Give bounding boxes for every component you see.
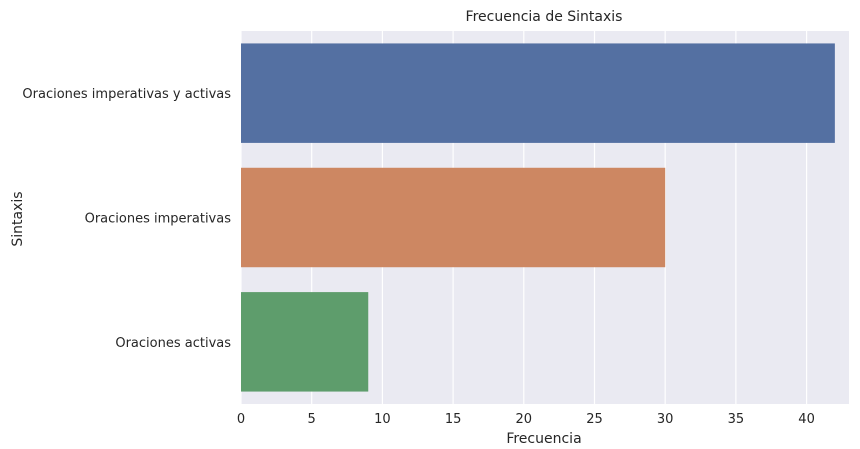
- y-tick-labels: Oraciones imperativas y activas Oraciones…: [22, 87, 231, 351]
- chart-title: Frecuencia de Sintaxis: [466, 9, 623, 25]
- x-tick-label: 10: [374, 412, 391, 427]
- x-tick-label: 5: [308, 412, 316, 427]
- x-tick-label: 0: [237, 412, 245, 427]
- x-tick-labels: 0 5 10 15 20 25 30 35 40: [237, 412, 815, 427]
- x-tick-label: 30: [657, 412, 674, 427]
- x-tick-label: 40: [798, 412, 815, 427]
- bar: [241, 292, 369, 392]
- category-label: Oraciones imperativas y activas: [22, 87, 231, 102]
- x-tick-label: 15: [445, 412, 462, 427]
- category-label: Oraciones imperativas: [85, 212, 232, 227]
- x-tick-label: 35: [728, 412, 745, 427]
- x-tick-label: 20: [516, 412, 533, 427]
- category-label: Oraciones activas: [115, 336, 231, 351]
- bar: [241, 43, 835, 143]
- x-axis-label: Frecuencia: [506, 431, 581, 445]
- y-axis-label: Sintaxis: [10, 191, 26, 246]
- bar: [241, 167, 666, 268]
- bars: [241, 43, 835, 392]
- x-tick-label: 25: [586, 412, 603, 427]
